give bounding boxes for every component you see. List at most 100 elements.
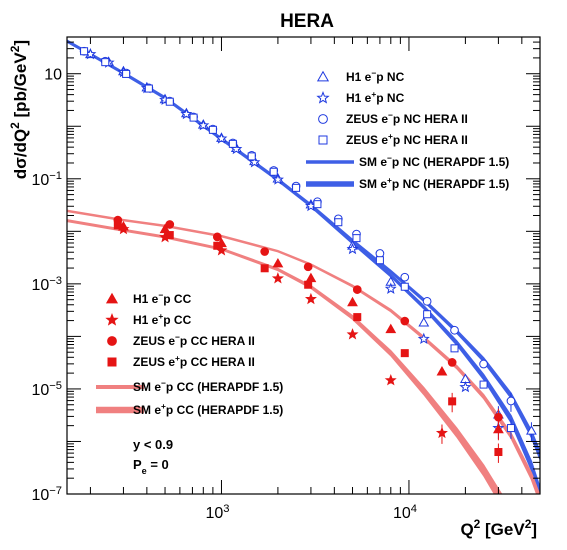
data-point [447,358,457,367]
data-point [400,272,410,282]
data-point [334,218,343,227]
data-point [304,292,317,305]
band-sm-e-minusp-nc-herapdf-1-5 [67,39,540,460]
series-zeus-e-plusp-nc-hera-ii [80,47,515,439]
annotation-y-cut: y < 0.9 [133,437,173,452]
tick-label: 10−1 [31,170,62,189]
data-point [384,282,397,294]
data-point [346,328,359,340]
data-point [494,448,503,457]
series-zeus-e-plusp-cc-hera-ii [113,221,503,463]
legend-label: SM e−p CC (HERAPDF 1.5) [133,378,283,394]
data-point [450,325,459,335]
legend-label: H1 e+p NC [346,89,405,105]
tick-label: 104 [393,503,417,522]
data-point [384,373,397,386]
data-point [400,349,409,358]
data-point [165,220,175,229]
legend-label: ZEUS e−p CC HERA II [133,332,255,348]
band-sm-e-minusp-cc-herapdf-1-5 [67,209,540,494]
axis-tick-labels: 103 104 10 10−1 10−3 10−5 10−7 [31,67,417,522]
legend-entry-zeus-e-plusp-cc-hera-ii: ZEUS e+p CC HERA II [107,353,255,369]
legend-label: ZEUS e+p NC HERA II [346,131,468,147]
data-point [375,256,384,265]
data-point [215,132,228,144]
legend-entry-h1-e-minusp-cc: H1 e−p CC [105,290,192,306]
data-point [479,359,488,369]
plot-frame [66,36,541,495]
data-point [385,323,397,334]
data-point [353,313,362,322]
data-point [260,264,269,273]
data-point [400,316,410,326]
data-point [165,97,174,106]
legend-entry-h1-e-minusp-nc: H1 e−p NC [316,68,405,84]
legend-entry-zeus-e-minusp-nc-hera-ii: ZEUS e−p NC HERA II [318,110,468,126]
legend-entry-h1-e-plusp-nc: H1 e+p NC [316,89,405,105]
axis-ticks [67,36,541,495]
data-point [101,58,110,67]
data-point [248,156,261,168]
chart-title: HERA [280,11,334,32]
data-point [304,280,313,289]
legend-label: H1 e+p CC [133,311,192,327]
data-point [494,412,503,422]
data-point [423,310,432,319]
data-point [165,231,174,240]
data-point [212,232,222,242]
legend-label: SM e+p NC (HERAPDF 1.5) [359,175,509,191]
tick-label: 10 [44,67,62,84]
data-point [375,249,385,258]
band-sm-e-plusp-nc-herapdf-1-5 [67,39,540,494]
data-point [228,139,237,148]
data-point [352,234,361,243]
legend-entry-zeus-e-plusp-nc-hera-ii: ZEUS e+p NC HERA II [318,131,468,147]
data-point [260,247,270,256]
data-point [448,397,457,406]
annotation-polarisation: Pe = 0 [133,457,169,476]
data-point [346,242,359,255]
data-point [352,285,362,294]
data-point [450,344,459,353]
data-point [213,241,222,250]
legend-entry-sm-e-plusp-nc-herapdf-1-5: SM e+p NC (HERAPDF 1.5) [306,175,509,191]
data-point [189,113,198,122]
data-point [144,84,153,93]
data-point [305,272,317,283]
legend-label: ZEUS e−p NC HERA II [346,110,468,126]
legend-entry-sm-e-minusp-cc-herapdf-1-5: SM e−p CC (HERAPDF 1.5) [96,378,283,394]
legend-entry-sm-e-minusp-nc-herapdf-1-5: SM e−p NC (HERAPDF 1.5) [306,153,509,169]
legend-label: ZEUS e+p CC HERA II [133,353,255,369]
legend-entry-h1-e-plusp-cc: H1 e+p CC [105,311,192,327]
data-point [113,221,122,230]
data-point [506,424,515,433]
legend-label: SM e−p NC (HERAPDF 1.5) [359,153,509,169]
tick-label: 10−7 [31,485,62,504]
legend-entry-sm-e-plusp-cc-herapdf-1-5: SM e+p CC (HERAPDF 1.5) [96,401,283,417]
data-point [122,69,131,78]
data-point [292,183,301,192]
data-point [459,380,472,393]
data-point [247,152,256,161]
data-point [80,47,89,56]
data-point [492,423,504,434]
data-point [271,272,284,284]
data-point [400,282,409,291]
data-point [436,366,448,376]
tick-label: 10−5 [31,380,62,399]
data-point [269,167,278,176]
data-point [180,107,193,120]
data-point [417,332,430,344]
legend: H1 e−p NC H1 e+p NC ZEUS e−p NC HERA II ZEU… [96,68,509,417]
data-point [422,296,432,306]
tick-label: 10−3 [31,275,62,294]
x-axis-label: Q2 [GeV2] [460,517,537,539]
data-point [197,119,210,131]
data-point [313,200,322,209]
data-point [479,380,488,389]
data-point [271,173,284,185]
legend-label: H1 e−p CC [133,290,192,306]
data-points [79,46,537,463]
data-point [272,257,284,268]
